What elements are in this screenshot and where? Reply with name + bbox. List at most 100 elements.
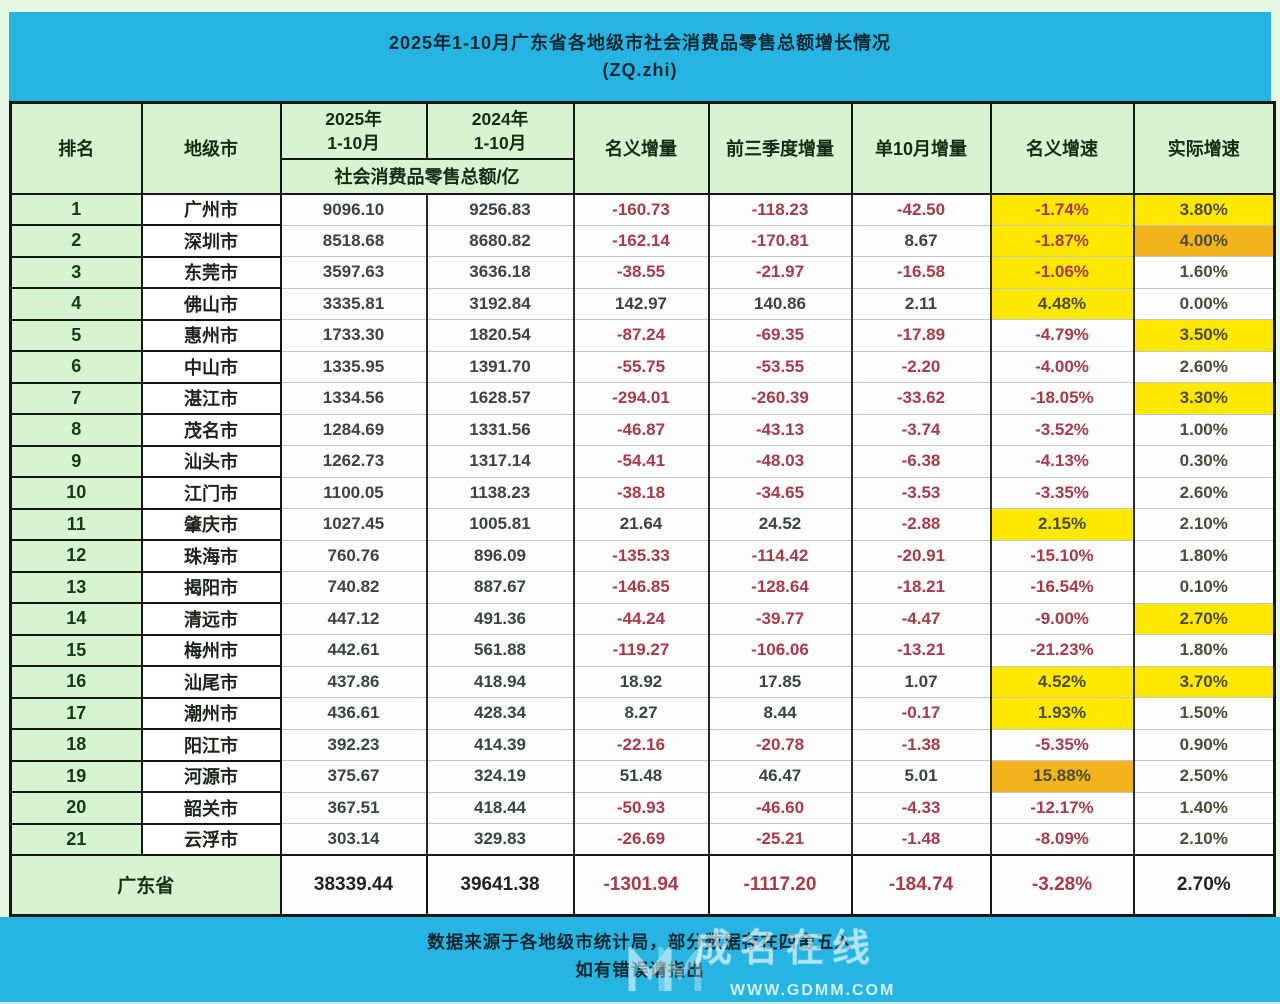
value-2025-cell: 9096.10 bbox=[279, 193, 428, 226]
nominal-delta-cell: 18.92 bbox=[572, 665, 710, 698]
value-2024-cell: 3192.84 bbox=[425, 287, 575, 320]
q3-delta-cell: 140.86 bbox=[707, 287, 853, 320]
value-2025-cell: 3597.63 bbox=[279, 256, 428, 289]
rank-cell: 2 bbox=[9, 224, 143, 258]
q3-delta-cell: -21.97 bbox=[707, 256, 853, 289]
nominal-rate-cell: 4.52% bbox=[989, 665, 1135, 698]
footer-correction-note: 如有错误请指出 bbox=[575, 959, 705, 980]
real-rate-cell: 0.90% bbox=[1132, 728, 1276, 761]
nominal-rate-cell: -9.00% bbox=[989, 602, 1135, 635]
table-row: 15 梅州市 442.61 561.88 -119.27 -106.06 -13.21 -21… bbox=[9, 633, 1276, 667]
period-2024-label: 1-10月 bbox=[473, 132, 527, 153]
table-row: 5 惠州市 1733.30 1820.54 -87.24 -69.35 -17.89 -4.7… bbox=[9, 318, 1276, 352]
table-row: 8 茂名市 1284.69 1331.56 -46.87 -43.13 -3.74 -3.52… bbox=[9, 413, 1276, 447]
real-rate-cell: 3.30% bbox=[1132, 382, 1276, 415]
rank-cell: 4 bbox=[9, 287, 143, 321]
value-2025-cell: 367.51 bbox=[279, 791, 428, 824]
oct-delta-cell: -3.53 bbox=[850, 476, 992, 509]
value-2025-cell: 1733.30 bbox=[279, 319, 428, 352]
q3-delta-cell: 17.85 bbox=[707, 665, 853, 698]
oct-delta-cell: 8.67 bbox=[850, 224, 992, 257]
footer-band: 数据来源于各地级市统计局，部分数据存在四舍五入 如有错误请指出 成名在线 WWW… bbox=[0, 916, 1280, 1002]
title-band: 2025年1-10月广东省各地级市社会消费品零售总额增长情况 (ZQ.zhi) bbox=[9, 12, 1271, 101]
real-rate-cell: 2.10% bbox=[1132, 823, 1276, 856]
value-2024-cell: 561.88 bbox=[425, 634, 575, 667]
oct-delta-cell: -4.33 bbox=[850, 791, 992, 824]
nominal-delta-cell: -160.73 bbox=[572, 193, 710, 226]
real-rate-cell: 1.50% bbox=[1132, 697, 1276, 730]
total-real-rate-cell: 2.70% bbox=[1132, 854, 1276, 916]
value-2024-cell: 418.44 bbox=[425, 791, 575, 824]
nominal-delta-cell: -46.87 bbox=[572, 413, 710, 446]
value-2025-cell: 1284.69 bbox=[279, 413, 428, 446]
rank-cell: 16 bbox=[9, 665, 143, 699]
table-row: 18 阳江市 392.23 414.39 -22.16 -20.78 -1.38 -5.35%… bbox=[9, 728, 1276, 762]
total-2025-cell: 38339.44 bbox=[279, 854, 428, 916]
real-rate-cell: 2.60% bbox=[1132, 350, 1276, 383]
table-row: 6 中山市 1335.95 1391.70 -55.75 -53.55 -2.20 -4.00… bbox=[9, 350, 1276, 384]
table-row: 21 云浮市 303.14 329.83 -26.69 -25.21 -1.48 -8.09%… bbox=[9, 822, 1276, 856]
nominal-delta-cell: 8.27 bbox=[572, 697, 710, 730]
nominal-rate-cell: -16.54% bbox=[989, 571, 1135, 604]
table-row: 20 韶关市 367.51 418.44 -50.93 -46.60 -4.33 -12.17… bbox=[9, 791, 1276, 825]
value-2025-cell: 1100.05 bbox=[279, 476, 428, 509]
oct-delta-cell: -4.47 bbox=[850, 602, 992, 635]
nominal-rate-cell: -4.13% bbox=[989, 445, 1135, 478]
city-cell: 韶关市 bbox=[140, 791, 282, 825]
table-row: 4 佛山市 3335.81 3192.84 142.97 140.86 2.11 4.48% 0… bbox=[9, 287, 1276, 321]
city-cell: 深圳市 bbox=[140, 224, 282, 258]
total-label-cell: 广东省 bbox=[9, 854, 282, 916]
value-2024-cell: 8680.82 bbox=[425, 224, 575, 257]
value-2025-cell: 1262.73 bbox=[279, 445, 428, 478]
col-header-q3-delta: 前三季度增量 bbox=[707, 101, 853, 195]
nominal-rate-cell: 15.88% bbox=[989, 760, 1135, 793]
nominal-rate-cell: -18.05% bbox=[989, 382, 1135, 415]
value-2024-cell: 418.94 bbox=[425, 665, 575, 698]
value-2025-cell: 1334.56 bbox=[279, 382, 428, 415]
real-rate-cell: 2.10% bbox=[1132, 508, 1276, 541]
col-header-city: 地级市 bbox=[140, 101, 282, 195]
value-2025-cell: 740.82 bbox=[279, 571, 428, 604]
nominal-delta-cell: -119.27 bbox=[572, 634, 710, 667]
table-row: 12 珠海市 760.76 896.09 -135.33 -114.42 -20.91 -15… bbox=[9, 539, 1276, 573]
q3-delta-cell: 46.47 bbox=[707, 760, 853, 793]
q3-delta-cell: 8.44 bbox=[707, 697, 853, 730]
value-2024-cell: 414.39 bbox=[425, 728, 575, 761]
city-cell: 潮州市 bbox=[140, 696, 282, 730]
value-2024-cell: 491.36 bbox=[425, 602, 575, 635]
rank-cell: 19 bbox=[9, 759, 143, 793]
nominal-delta-cell: -55.75 bbox=[572, 350, 710, 383]
nominal-rate-cell: -4.00% bbox=[989, 350, 1135, 383]
value-2025-cell: 375.67 bbox=[279, 760, 428, 793]
col-header-2024: 2024年 1-10月 bbox=[425, 101, 575, 160]
rank-cell: 14 bbox=[9, 602, 143, 636]
nominal-delta-cell: -44.24 bbox=[572, 602, 710, 635]
col-header-nominal-rate: 名义增速 bbox=[989, 101, 1135, 195]
nominal-rate-cell: 4.48% bbox=[989, 287, 1135, 320]
nominal-delta-cell: -135.33 bbox=[572, 539, 710, 572]
q3-delta-cell: -34.65 bbox=[707, 476, 853, 509]
city-cell: 清远市 bbox=[140, 602, 282, 636]
table-row: 7 湛江市 1334.56 1628.57 -294.01 -260.39 -33.62 -1… bbox=[9, 381, 1276, 415]
value-2025-cell: 447.12 bbox=[279, 602, 428, 635]
oct-delta-cell: -20.91 bbox=[850, 539, 992, 572]
rank-cell: 17 bbox=[9, 696, 143, 730]
real-rate-cell: 0.10% bbox=[1132, 571, 1276, 604]
rank-cell: 7 bbox=[9, 381, 143, 415]
real-rate-cell: 3.50% bbox=[1132, 319, 1276, 352]
q3-delta-cell: -20.78 bbox=[707, 728, 853, 761]
table-header: 排名 地级市 2025年 1-10月 2024年 1-10月 名义增量 前三季度… bbox=[9, 101, 1276, 195]
q3-delta-cell: -48.03 bbox=[707, 445, 853, 478]
nominal-rate-cell: -3.35% bbox=[989, 476, 1135, 509]
city-cell: 肇庆市 bbox=[140, 507, 282, 541]
oct-delta-cell: 2.11 bbox=[850, 287, 992, 320]
q3-delta-cell: -39.77 bbox=[707, 602, 853, 635]
oct-delta-cell: 5.01 bbox=[850, 760, 992, 793]
value-2024-cell: 1005.81 bbox=[425, 508, 575, 541]
value-2024-cell: 324.19 bbox=[425, 760, 575, 793]
oct-delta-cell: -33.62 bbox=[850, 382, 992, 415]
real-rate-cell: 3.80% bbox=[1132, 193, 1276, 226]
real-rate-cell: 1.80% bbox=[1132, 539, 1276, 572]
q3-delta-cell: -46.60 bbox=[707, 791, 853, 824]
oct-delta-cell: -16.58 bbox=[850, 256, 992, 289]
